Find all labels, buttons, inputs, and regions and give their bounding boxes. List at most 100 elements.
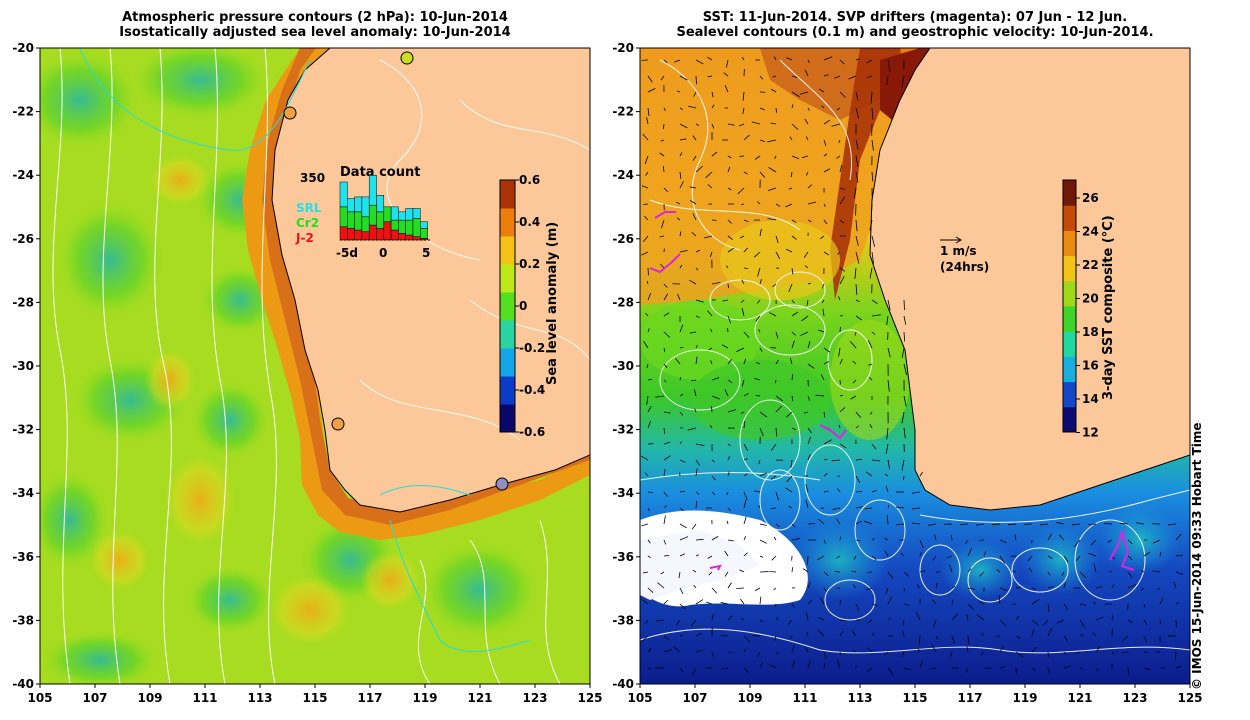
lat-tick-label: -28 <box>12 295 34 309</box>
lat-tick-label: -22 <box>612 105 634 119</box>
lat-tick-label: -24 <box>12 168 34 182</box>
lon-tick-label: 109 <box>737 691 762 705</box>
colorbar-segment <box>500 376 515 405</box>
lat-tick-label: -38 <box>612 613 634 627</box>
lon-tick-label: 105 <box>27 691 52 705</box>
inset-bar-srl <box>405 208 414 221</box>
left-title-line2: Isostatically adjusted sea level anomaly… <box>119 25 511 40</box>
inset-tick: -5d <box>336 246 358 260</box>
inset-max-label: 350 <box>300 171 325 185</box>
inset-bar-srl <box>361 196 370 218</box>
velocity-scale-label2: (24hrs) <box>940 260 989 274</box>
colorbar-segment <box>1063 356 1076 383</box>
inset-bar-j-2 <box>376 228 385 241</box>
lon-tick-label: 105 <box>627 691 652 705</box>
colorbar-tick-label: -0.4 <box>519 383 545 397</box>
sea-level-anomaly-map <box>40 48 590 684</box>
colorbar-segment <box>500 320 515 349</box>
inset-bar-cr2 <box>412 218 421 237</box>
colorbar-tick-label: 26 <box>1082 191 1099 205</box>
colorbar-segment <box>500 292 515 321</box>
lon-tick-label: 107 <box>82 691 107 705</box>
colorbar-segment <box>1063 406 1076 433</box>
left-panel-title: Atmospheric pressure contours (2 hPa): 1… <box>40 10 590 40</box>
inset-bar-j-2 <box>368 224 377 241</box>
inset-bar-srl <box>354 196 363 213</box>
inset-bar-cr2 <box>376 211 385 229</box>
colorbar-segment <box>1063 255 1076 282</box>
lon-tick-label: 111 <box>792 691 817 705</box>
inset-bar-j-2 <box>339 226 348 241</box>
inset-bar-j-2 <box>383 221 392 241</box>
lat-tick-label: -32 <box>12 423 34 437</box>
tide-gauge-marker <box>400 51 414 65</box>
lat-tick-label: -20 <box>12 41 34 55</box>
lon-tick-label: 119 <box>1012 691 1037 705</box>
lat-tick-label: -38 <box>12 613 34 627</box>
inset-bar-srl <box>390 206 399 221</box>
lon-tick-label: 109 <box>137 691 162 705</box>
lon-tick-label: 113 <box>847 691 872 705</box>
lon-tick-label: 117 <box>957 691 982 705</box>
lon-tick-label: 113 <box>247 691 272 705</box>
right-title-line1: SST: 11-Jun-2014. SVP drifters (magenta)… <box>702 10 1128 25</box>
colorbar-tick-label: -0.6 <box>519 425 545 439</box>
lat-tick-label: -20 <box>612 41 634 55</box>
lon-tick-label: 123 <box>1122 691 1147 705</box>
sst-map <box>640 48 1190 684</box>
colorbar-segment <box>500 208 515 237</box>
lon-tick-label: 107 <box>682 691 707 705</box>
colorbar-segment <box>1063 331 1076 357</box>
colorbar-segment <box>1063 180 1076 206</box>
colorbar-tick-label: 0 <box>519 299 527 313</box>
legend-j2: J-2 <box>295 231 314 245</box>
colorbar-tick-label: 14 <box>1082 392 1099 406</box>
drifter-tracks <box>649 211 1135 571</box>
inset-bars <box>339 175 428 241</box>
colorbar-tick-label: 0.6 <box>519 173 540 187</box>
tide-gauge-marker <box>283 106 297 120</box>
lat-tick-label: -30 <box>612 359 634 373</box>
right-panel-title: SST: 11-Jun-2014. SVP drifters (magenta)… <box>640 10 1190 40</box>
data-count-inset: 350 Data count SRL Cr2 J-2 -5d 0 5 <box>295 165 430 260</box>
sst-colorbar-label: 3-day SST composite (°C) <box>1101 215 1116 400</box>
inset-bar-cr2 <box>383 206 392 223</box>
legend-srl: SRL <box>296 201 322 215</box>
left-title-line1: Atmospheric pressure contours (2 hPa): 1… <box>122 10 508 25</box>
colorbar-segment <box>1063 205 1076 231</box>
colorbar-tick-label: 20 <box>1082 292 1099 306</box>
colorbar-tick-label: 12 <box>1082 426 1099 440</box>
inset-bar-srl <box>339 181 348 208</box>
colorbar-tick-label: 16 <box>1082 359 1099 373</box>
inset-tick: 0 <box>379 246 387 260</box>
inset-bar-j-2 <box>398 233 406 241</box>
lon-tick-label: 111 <box>192 691 217 705</box>
inset-bar-srl <box>412 208 421 219</box>
colorbar-segment <box>500 180 515 209</box>
colorbar-segment <box>500 348 515 377</box>
inset-bar-cr2 <box>347 211 355 229</box>
tide-gauge-marker <box>331 417 345 431</box>
lat-tick-label: -26 <box>12 232 34 246</box>
lat-tick-label: -26 <box>612 232 634 246</box>
lat-tick-label: -36 <box>12 550 34 564</box>
inset-bar-cr2 <box>390 219 399 231</box>
lon-tick-label: 115 <box>902 691 927 705</box>
velocity-scale: 1 m/s (24hrs) <box>940 236 989 274</box>
inset-title: Data count <box>340 165 420 180</box>
sla-colorbar-label: Sea level anomaly (m) <box>545 222 560 385</box>
inset-bar-j-2 <box>405 234 414 241</box>
colorbar-segment <box>1063 306 1076 332</box>
inset-bar-srl <box>398 211 406 221</box>
lon-tick-label: 119 <box>412 691 437 705</box>
lat-tick-label: -24 <box>612 168 634 182</box>
sst-colorbar: 26 24 22 20 18 16 14 12 3-day SST composite (°C… <box>1062 179 1116 440</box>
colorbar-tick-label: 24 <box>1082 225 1099 239</box>
colorbar-segment <box>500 236 515 265</box>
inset-bar-cr2 <box>398 219 406 234</box>
inset-bar-srl <box>376 195 385 213</box>
inset-bar-srl <box>420 221 428 229</box>
colorbar-segment <box>1063 381 1076 408</box>
inset-bar-j-2 <box>390 229 399 241</box>
